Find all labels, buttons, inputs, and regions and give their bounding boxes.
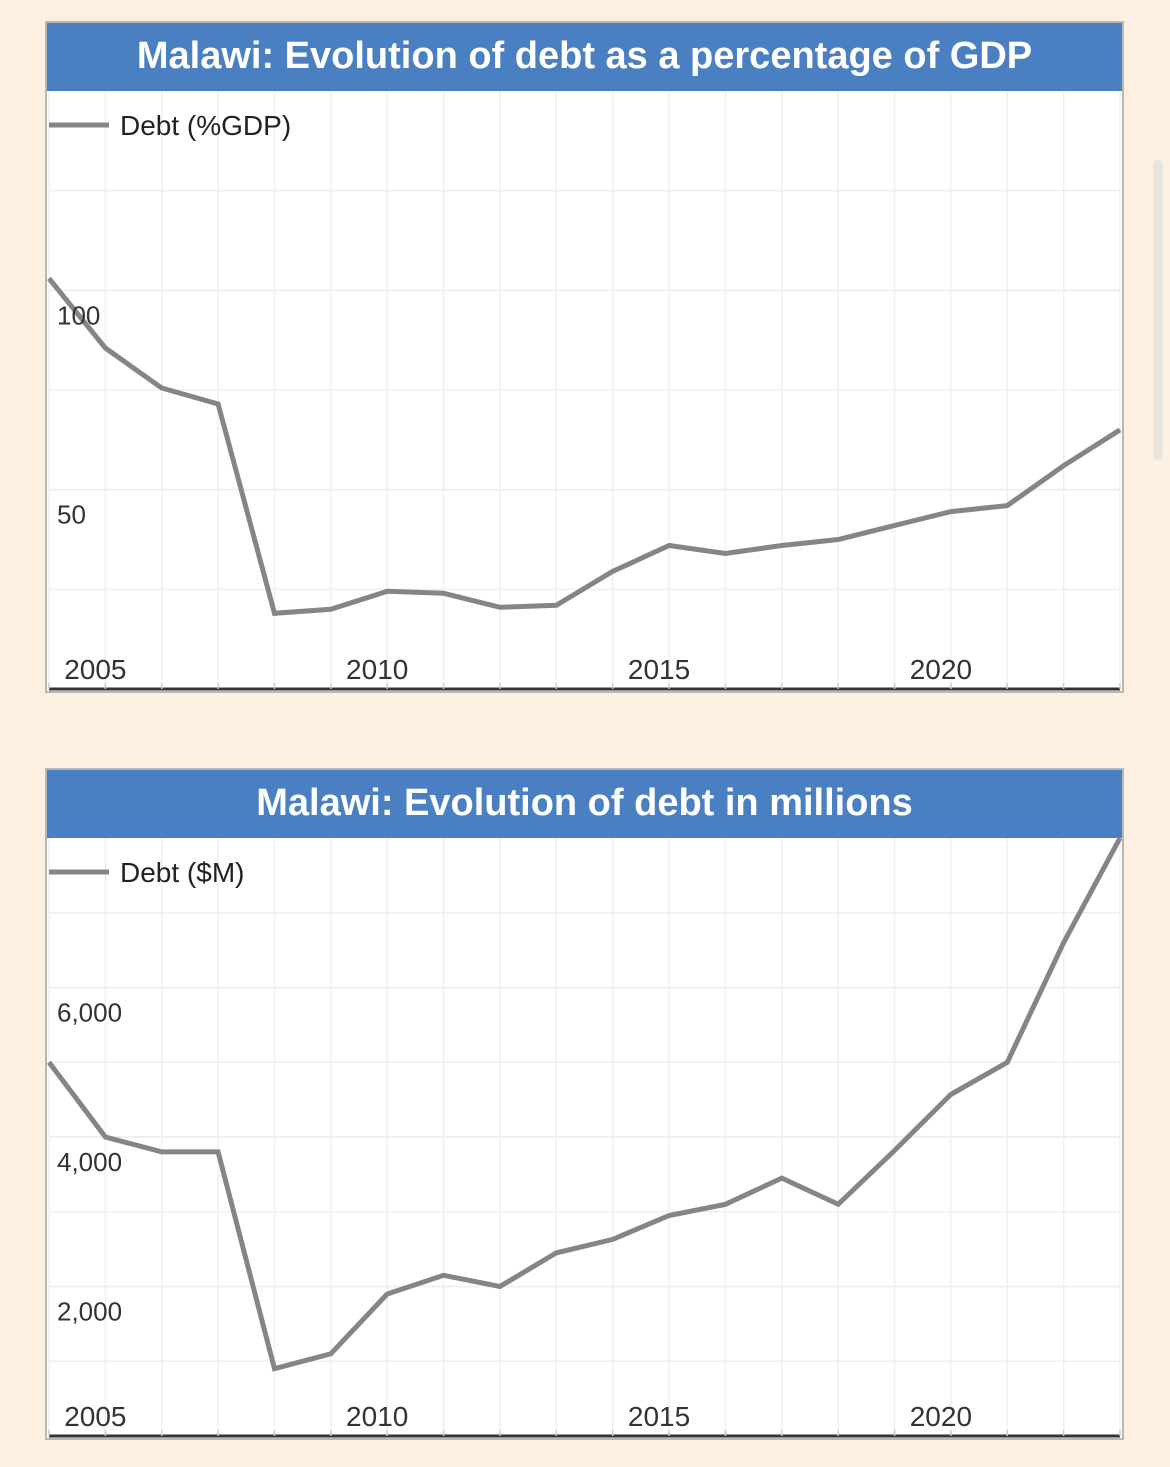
x-tick-label: 2005 — [64, 654, 126, 685]
chart-plot-debt-gdp: 50 100 2005 2010 2015 2020 Debt (%GDP) — [47, 91, 1122, 691]
y-tick-label: 50 — [57, 500, 86, 530]
x-tick-label: 2005 — [64, 1401, 126, 1432]
y-tick-label: 6,000 — [57, 998, 122, 1028]
series-line — [47, 276, 1122, 616]
series-line — [47, 836, 1122, 1372]
y-tick-label: 100 — [57, 300, 100, 330]
chart-title: Malawi: Evolution of debt as a percentag… — [47, 23, 1122, 91]
legend-label: Debt (%GDP) — [120, 110, 291, 141]
x-tick-label: 2010 — [346, 1401, 408, 1432]
x-tick-label: 2020 — [910, 654, 972, 685]
y-tick-label: 2,000 — [57, 1297, 122, 1327]
legend-label: Debt ($M) — [120, 857, 244, 888]
x-tick-label: 2010 — [346, 654, 408, 685]
chart-panel-debt-millions: Malawi: Evolution of debt in millions 2,… — [45, 768, 1124, 1440]
x-tick-label: 2020 — [910, 1401, 972, 1432]
chart-panel-debt-gdp: Malawi: Evolution of debt as a percentag… — [45, 21, 1124, 693]
x-tick-label: 2015 — [628, 1401, 690, 1432]
chart-plot-debt-millions: 2,000 4,000 6,000 2005 2010 2015 2020 Debt ($M) — [47, 836, 1122, 1438]
chart-title: Malawi: Evolution of debt in millions — [47, 770, 1122, 838]
x-tick-label: 2015 — [628, 654, 690, 685]
y-tick-label: 4,000 — [57, 1147, 122, 1177]
page-scrollbar[interactable] — [1153, 160, 1163, 460]
